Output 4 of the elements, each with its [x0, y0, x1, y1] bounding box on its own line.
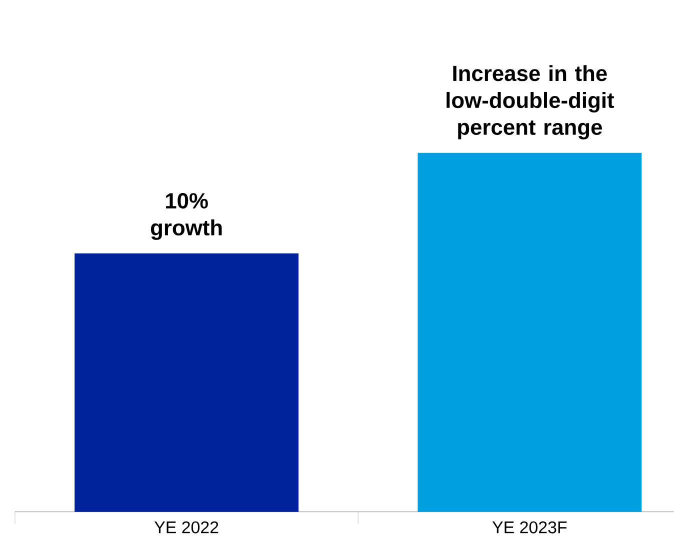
annotation: 10% growth [150, 193, 222, 240]
x-tick-label: YE 2022 [154, 521, 218, 534]
annotation: Increase in the low-double-digit percent range [446, 65, 614, 140]
x-tick-label: YE 2023F [492, 521, 567, 534]
